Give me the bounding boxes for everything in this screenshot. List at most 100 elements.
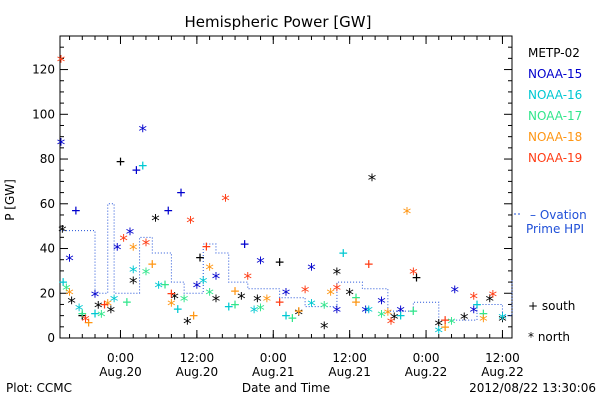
data-point: + bbox=[196, 248, 205, 266]
data-point: + bbox=[294, 302, 303, 320]
data-point: + bbox=[132, 161, 141, 179]
data-point: * bbox=[236, 290, 246, 310]
data-point: + bbox=[59, 273, 68, 291]
data-point: + bbox=[122, 293, 131, 311]
data-point: * bbox=[198, 274, 208, 294]
y-tick-label: 60 bbox=[40, 197, 55, 211]
data-point: * bbox=[306, 296, 316, 316]
data-point: * bbox=[402, 205, 412, 225]
data-point: * bbox=[74, 301, 84, 321]
data-point: * bbox=[96, 308, 106, 328]
y-tick-label: 0 bbox=[47, 331, 55, 345]
data-point: + bbox=[472, 295, 481, 313]
ovation-hpi-layer bbox=[60, 203, 513, 321]
data-point: + bbox=[352, 289, 361, 307]
data-point: * bbox=[488, 287, 498, 307]
data-point: * bbox=[57, 223, 67, 243]
data-point: * bbox=[367, 171, 377, 191]
data-point: * bbox=[434, 323, 444, 343]
x-tick-label-time: 0:00 bbox=[107, 351, 134, 365]
data-point: * bbox=[408, 265, 418, 285]
y-axis: 0 20 40 60 80 100 120 bbox=[32, 35, 512, 345]
data-point: * bbox=[497, 310, 507, 330]
data-point: * bbox=[109, 292, 119, 312]
data-point: * bbox=[106, 303, 116, 323]
y-tick-label: 40 bbox=[40, 242, 55, 256]
data-point: + bbox=[396, 307, 405, 325]
data-point: + bbox=[116, 152, 125, 170]
legend-entry: NOAA-18 bbox=[528, 130, 582, 144]
data-point: + bbox=[364, 255, 373, 273]
marker-legend: + south * north bbox=[528, 299, 575, 344]
legend-entry: NOAA-15 bbox=[528, 67, 582, 81]
data-point: + bbox=[288, 309, 297, 327]
data-point: + bbox=[138, 157, 147, 175]
data-point: * bbox=[319, 319, 329, 339]
data-point: * bbox=[345, 285, 355, 305]
legend-hpi-label-1: – Ovation bbox=[530, 208, 587, 222]
data-point: * bbox=[150, 211, 160, 231]
data-point: + bbox=[164, 201, 173, 219]
data-point: * bbox=[255, 254, 265, 274]
data-point: * bbox=[141, 236, 151, 256]
data-point: * bbox=[319, 299, 329, 319]
data-point: * bbox=[386, 314, 396, 334]
data-point: * bbox=[128, 274, 138, 294]
data-point: * bbox=[138, 122, 148, 142]
data-point: + bbox=[71, 201, 80, 219]
data-point: * bbox=[364, 303, 374, 323]
data-point: + bbox=[231, 282, 240, 300]
data-point: * bbox=[332, 265, 342, 285]
data-point: * bbox=[119, 232, 129, 252]
data-point: * bbox=[128, 263, 138, 283]
data-point: * bbox=[166, 296, 176, 316]
legend-entry: NOAA-19 bbox=[528, 151, 582, 165]
data-point: * bbox=[185, 214, 195, 234]
data-point: * bbox=[211, 292, 221, 312]
data-point: + bbox=[78, 304, 87, 322]
y-tick-label: 80 bbox=[40, 152, 55, 166]
data-point: + bbox=[161, 275, 170, 293]
data-point: * bbox=[332, 281, 342, 301]
y-tick-label: 100 bbox=[32, 107, 55, 121]
legend: METP-02 NOAA-15 NOAA-16 NOAA-17 NOAA-18 NOAA-… bbox=[514, 46, 587, 236]
hpi-line bbox=[60, 203, 513, 321]
data-point: * bbox=[125, 225, 135, 245]
data-point: * bbox=[325, 285, 335, 305]
data-point: * bbox=[112, 241, 122, 261]
data-point: * bbox=[376, 294, 386, 314]
data-point: * bbox=[485, 292, 495, 312]
data-point: + bbox=[231, 295, 240, 313]
data-point: * bbox=[220, 191, 230, 211]
data-point: + bbox=[409, 302, 418, 320]
data-point: * bbox=[249, 303, 259, 323]
x-tick-label-date: Aug.22 bbox=[481, 365, 524, 379]
data-point: * bbox=[93, 299, 103, 319]
data-point: * bbox=[389, 310, 399, 330]
data-point: * bbox=[294, 305, 304, 325]
legend-hpi-label-2: Prime HPI bbox=[526, 222, 584, 236]
data-point: * bbox=[434, 317, 444, 337]
y-tick-label: 20 bbox=[40, 286, 55, 300]
data-point: + bbox=[202, 237, 211, 255]
legend-entry: METP-02 bbox=[528, 46, 580, 60]
x-tick-label-time: 0:00 bbox=[260, 351, 287, 365]
data-point: * bbox=[243, 270, 253, 290]
legend-entry: NOAA-17 bbox=[528, 109, 582, 123]
x-tick-label-time: 0:00 bbox=[413, 351, 440, 365]
data-point: * bbox=[179, 292, 189, 312]
data-point: * bbox=[281, 285, 291, 305]
marker-legend-entry: + south bbox=[528, 299, 575, 313]
data-point: + bbox=[167, 284, 176, 302]
data-point: + bbox=[441, 318, 450, 336]
data-point: * bbox=[255, 301, 265, 321]
data-point: * bbox=[469, 303, 479, 323]
data-point: + bbox=[90, 304, 99, 322]
data-point: * bbox=[61, 281, 71, 301]
data-point: * bbox=[211, 270, 221, 290]
y-axis-label: P [GW] bbox=[3, 179, 17, 221]
data-point: + bbox=[412, 269, 421, 287]
data-point: + bbox=[281, 307, 290, 325]
data-point: * bbox=[182, 314, 192, 334]
